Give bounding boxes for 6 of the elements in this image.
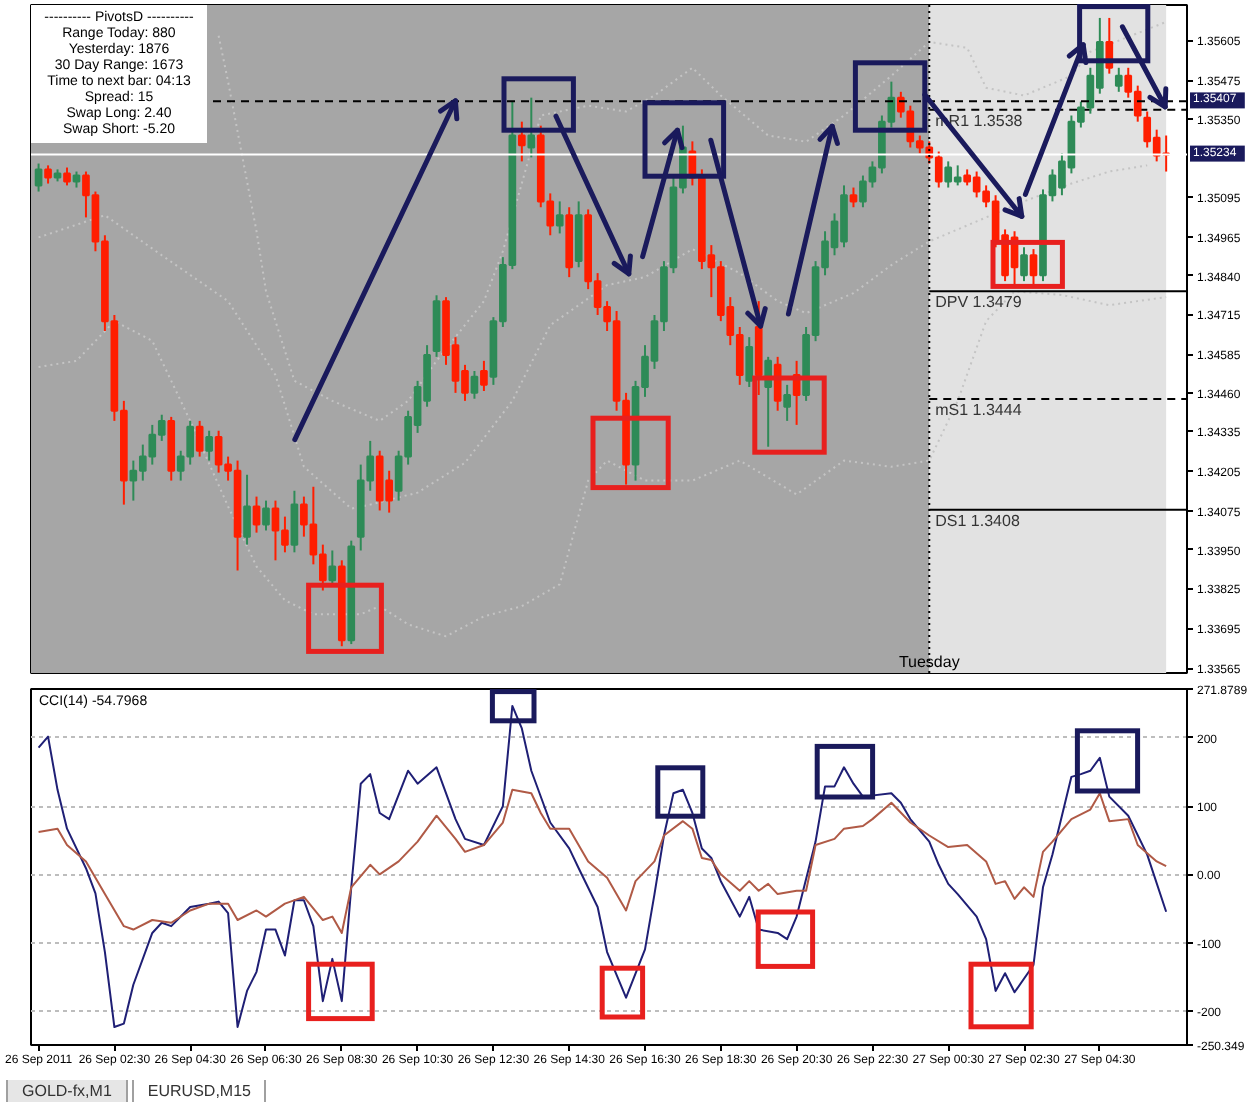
- ref-line-label: Tuesday: [898, 653, 960, 671]
- text: EURUSD,M15: [131, 1080, 267, 1102]
- text: GOLD-fx,M1: [6, 1080, 128, 1102]
- annotation: DS1 1.3408: [935, 511, 1021, 530]
- annotation: mS1 1.3444: [935, 401, 1023, 420]
- annotation: DPV 1.3479: [935, 293, 1023, 312]
